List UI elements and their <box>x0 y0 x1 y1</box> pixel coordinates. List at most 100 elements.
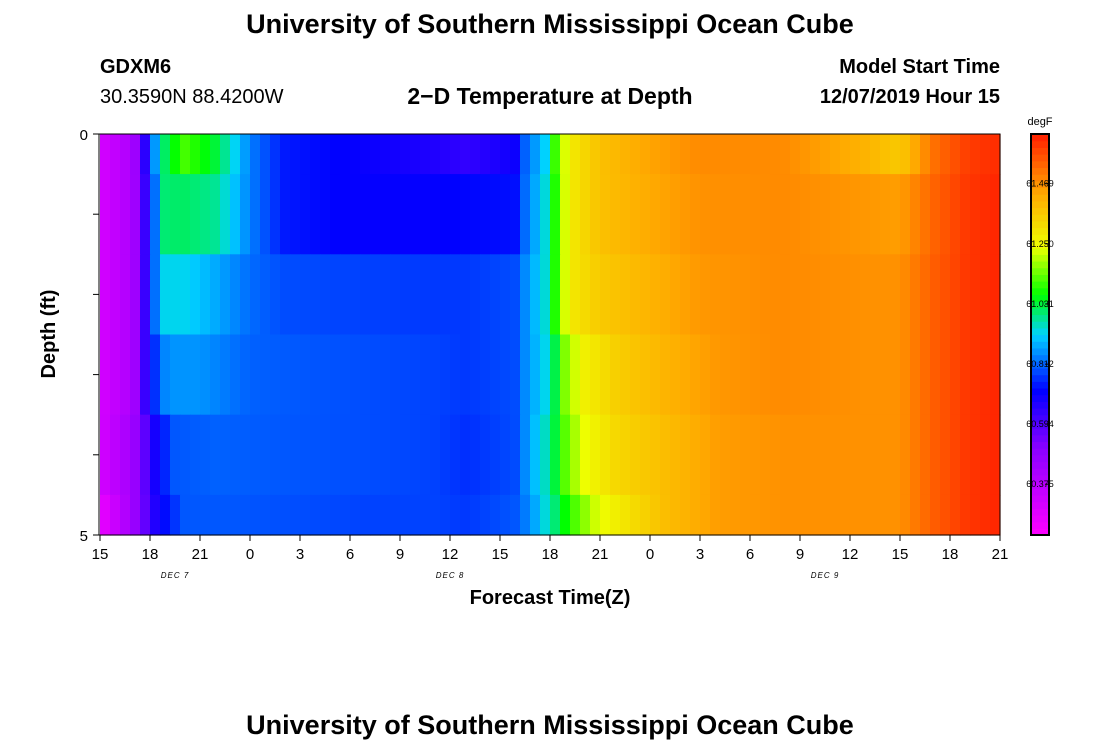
heatmap-cell <box>850 334 861 416</box>
heatmap-cell <box>380 254 391 336</box>
heatmap-cell <box>670 414 681 496</box>
heatmap-cell <box>920 414 931 496</box>
heatmap-cell <box>730 254 741 336</box>
colorbar-unit: degF <box>1027 116 1052 128</box>
x-tick-label: 12 <box>842 546 859 563</box>
plot-title: 2−D Temperature at Depth <box>407 83 693 109</box>
heatmap-cell <box>620 414 631 496</box>
heatmap-cell <box>370 174 381 255</box>
x-tick-label: 18 <box>542 546 559 563</box>
heatmap-cell <box>210 334 221 416</box>
heatmap-cell <box>880 134 891 175</box>
heatmap-cell <box>560 254 571 336</box>
heatmap-cell <box>990 254 1001 336</box>
heatmap-cell <box>640 414 651 496</box>
heatmap-cell <box>710 494 721 536</box>
heatmap-cell <box>890 494 901 536</box>
heatmap-cell <box>370 334 381 416</box>
heatmap-cell <box>530 334 541 416</box>
heatmap-cell <box>860 134 871 175</box>
heatmap-cell <box>190 494 201 536</box>
heatmap-cell <box>950 174 961 255</box>
colorbar-band <box>1031 227 1049 235</box>
heatmap-cell <box>770 254 781 336</box>
heatmap-cell <box>510 494 521 536</box>
heatmap-cell <box>690 414 701 496</box>
colorbar-band <box>1031 494 1049 503</box>
heatmap-cell <box>650 134 661 175</box>
colorbar-band <box>1031 294 1049 302</box>
heatmap-cell <box>310 414 321 496</box>
heatmap-cell <box>390 174 401 255</box>
heatmap-cell <box>300 414 311 496</box>
heatmap-cell <box>170 414 181 496</box>
heatmap-cell <box>790 174 801 255</box>
x-tick-label: 6 <box>346 546 354 563</box>
heatmap-cell <box>160 494 171 536</box>
heatmap-cell <box>840 254 851 336</box>
heatmap-cell <box>980 494 991 536</box>
x-tick-label: 0 <box>646 546 654 563</box>
heatmap-cell <box>580 254 591 336</box>
colorbar-band <box>1031 367 1049 376</box>
heatmap-cell <box>420 174 431 255</box>
colorbar-band <box>1031 140 1049 148</box>
footer-title: University of Southern Mississippi Ocean… <box>246 710 854 740</box>
heatmap-cell <box>990 414 1001 496</box>
heatmap-cell <box>440 334 451 416</box>
heatmap-cell <box>350 134 361 175</box>
heatmap-cell <box>740 174 751 255</box>
x-tick-label: 21 <box>992 546 1009 563</box>
heatmap-cell <box>470 254 481 336</box>
heatmap-cell <box>910 254 921 336</box>
heatmap-cell <box>650 494 661 536</box>
heatmap-cell <box>340 134 351 175</box>
colorbar-band <box>1031 200 1049 209</box>
heatmap-cell <box>920 134 931 175</box>
heatmap-cell <box>580 414 591 496</box>
heatmap-cell <box>260 494 271 536</box>
heatmap-cell <box>820 134 831 175</box>
heatmap-cell <box>100 134 111 175</box>
heatmap-cell <box>600 414 611 496</box>
heatmap-cell <box>350 494 361 536</box>
heatmap-cell <box>230 414 241 496</box>
heatmap-cell <box>850 174 861 255</box>
heatmap-cell <box>820 174 831 255</box>
heatmap-cell <box>970 494 981 536</box>
heatmap-cell <box>850 414 861 496</box>
heatmap-cell <box>130 334 141 416</box>
heatmap-cell <box>110 134 121 175</box>
heatmap-cell <box>900 134 911 175</box>
heatmap-cell <box>540 174 551 255</box>
heatmap-cell <box>520 134 531 175</box>
heatmap-cell <box>740 494 751 536</box>
heatmap-cell <box>440 414 451 496</box>
heatmap-cell <box>620 254 631 336</box>
heatmap-cell <box>790 254 801 336</box>
heatmap-cell <box>570 494 581 536</box>
colorbar-band <box>1031 528 1049 536</box>
heatmap-cell <box>630 174 641 255</box>
heatmap-cell <box>500 254 511 336</box>
heatmap-cell <box>600 174 611 255</box>
heatmap-cell <box>340 494 351 536</box>
heatmap-cell <box>340 254 351 336</box>
heatmap-cell <box>690 334 701 416</box>
heatmap-cell <box>410 334 421 416</box>
heatmap-cell <box>830 254 841 336</box>
heatmap-cell <box>430 334 441 416</box>
heatmap-cell <box>840 134 851 175</box>
heatmap-cell <box>120 134 131 175</box>
x-tick-label: 6 <box>746 546 754 563</box>
heatmap-cell <box>940 414 951 496</box>
heatmap-cell <box>730 174 741 255</box>
heatmap-cell <box>510 174 521 255</box>
heatmap-cell <box>410 134 421 175</box>
heatmap-cell <box>910 494 921 536</box>
heatmap-cell <box>620 334 631 416</box>
colorbar-band <box>1031 454 1049 463</box>
heatmap-cell <box>200 414 211 496</box>
colorbar-band <box>1031 374 1049 382</box>
